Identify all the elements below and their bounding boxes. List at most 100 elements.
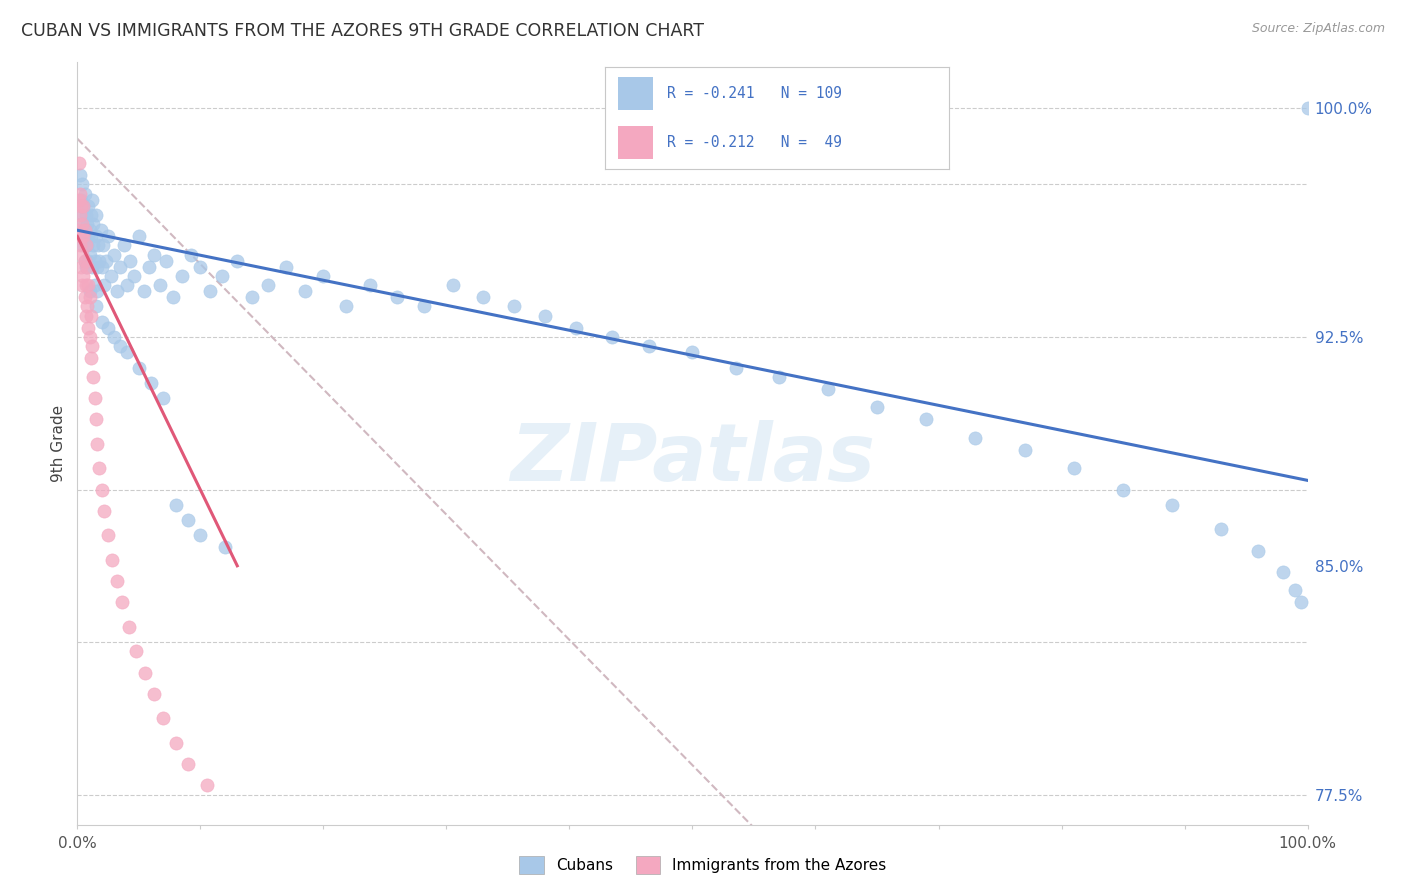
Point [177,757,200,772]
Point [87,238,110,252]
Point [503,300,526,314]
Point [1161,498,1184,512]
Point [70,247,93,261]
Point [73,253,96,268]
Point [359,278,381,293]
Point [72,229,94,244]
Point [83,391,105,405]
Point [70,178,93,192]
Text: CUBAN VS IMMIGRANTS FROM THE AZORES 9TH GRADE CORRELATION CHART: CUBAN VS IMMIGRANTS FROM THE AZORES 9TH … [21,22,704,40]
Point [90,315,114,329]
Point [441,278,464,293]
Point [79,284,101,298]
Point [1247,543,1270,558]
Point [1211,522,1233,536]
Point [91,238,114,252]
Point [110,260,132,274]
Point [93,278,115,293]
Point [682,345,704,359]
Point [965,431,987,445]
Point [111,595,132,609]
Point [70,217,93,231]
Text: R = -0.241   N = 109: R = -0.241 N = 109 [666,86,842,101]
Point [79,223,101,237]
Point [125,644,148,658]
Point [77,278,100,293]
Point [413,300,436,314]
Point [915,412,938,426]
Point [142,687,165,701]
Point [97,321,120,335]
Point [90,260,114,274]
Point [602,330,624,344]
Point [80,208,103,222]
Point [142,247,165,261]
Point [105,574,128,588]
Point [86,260,108,274]
Point [67,156,90,170]
Point [1296,101,1319,115]
Point [149,278,172,293]
Point [77,199,100,213]
Point [73,253,96,268]
Point [97,229,120,244]
Point [155,253,177,268]
Point [75,238,97,252]
Point [80,309,103,323]
Point [103,330,125,344]
Point [72,199,94,213]
Point [84,412,107,426]
Point [118,620,141,634]
Point [89,461,111,475]
Point [335,300,357,314]
Point [817,382,839,396]
Point [638,339,661,353]
Point [82,339,104,353]
Point [128,360,150,375]
Point [120,253,142,268]
Point [472,290,495,304]
Point [69,208,91,222]
Point [67,223,90,237]
Point [387,290,409,304]
Point [69,186,91,201]
Point [132,284,155,298]
Bar [619,127,652,159]
Point [82,260,104,274]
Point [72,208,94,222]
Point [90,483,114,497]
Point [72,199,94,213]
Point [73,290,96,304]
Point [76,238,98,252]
Point [866,400,889,414]
Text: Source: ZipAtlas.com: Source: ZipAtlas.com [1251,22,1385,36]
Point [70,193,93,207]
Point [294,284,316,298]
Point [70,199,93,213]
Point [90,223,112,237]
Point [94,253,117,268]
Point [86,284,108,298]
Point [134,665,156,680]
Point [69,169,91,183]
Point [138,260,160,274]
Text: ZIPatlas: ZIPatlas [510,420,875,498]
Point [534,309,557,323]
Point [724,360,747,375]
Point [105,284,128,298]
Point [103,247,125,261]
Point [70,278,93,293]
Point [1112,483,1135,497]
Point [75,278,97,293]
Text: R = -0.212   N =  49: R = -0.212 N = 49 [666,136,842,151]
Point [80,229,103,244]
Point [79,247,101,261]
Point [1063,461,1085,475]
Point [72,268,94,283]
Point [73,223,96,237]
Point [82,217,104,231]
Point [79,290,101,304]
Point [69,238,91,252]
Point [82,193,104,207]
Point [190,260,212,274]
